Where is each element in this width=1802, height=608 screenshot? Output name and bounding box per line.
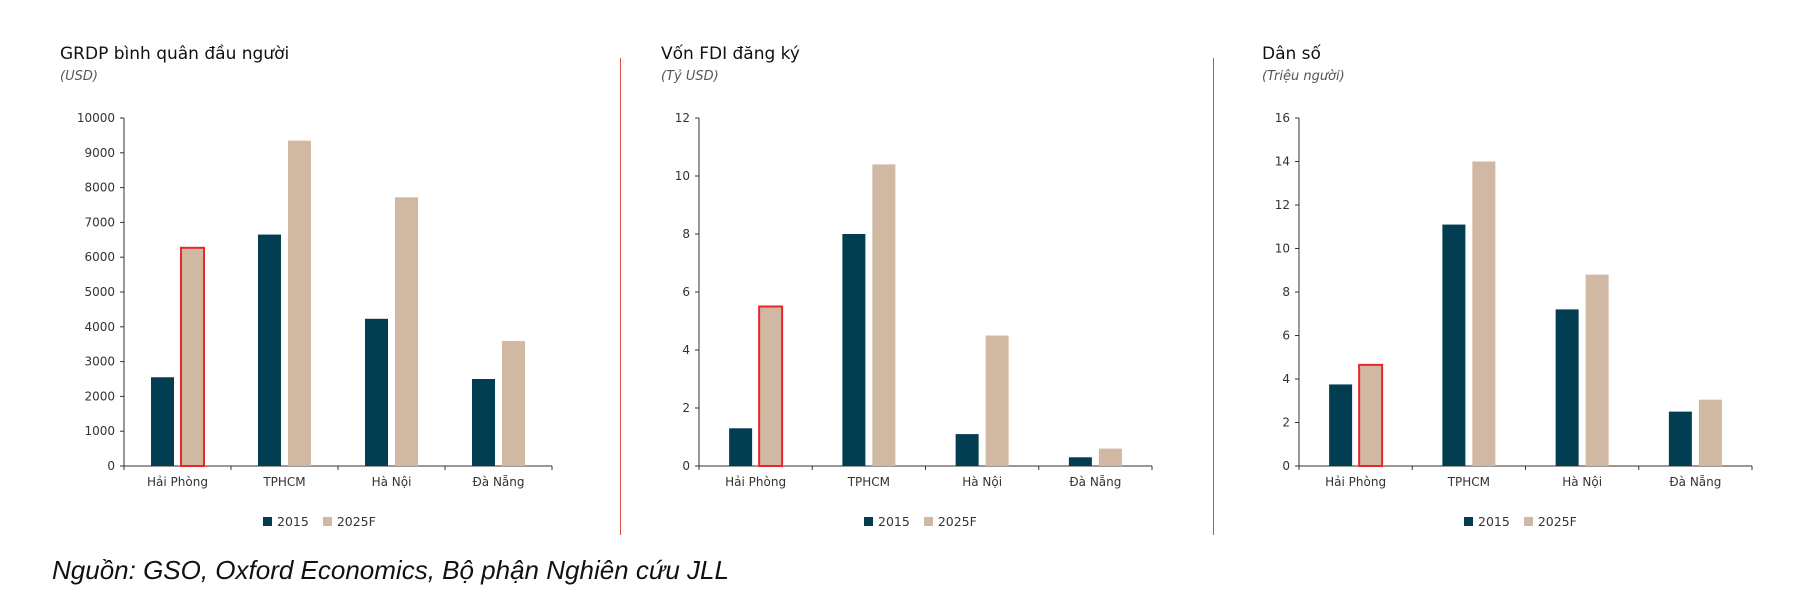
- y-tick-label: 10: [1275, 242, 1290, 256]
- x-category-label: Hải Phòng: [147, 475, 208, 489]
- y-tick-label: 5000: [84, 285, 115, 299]
- bar-2015: [955, 434, 979, 466]
- y-tick-label: 14: [1275, 155, 1290, 169]
- legend-swatch-2015: [864, 517, 873, 526]
- chart-title: Dân số: [1262, 44, 1321, 64]
- chart-panel-grdp: GRDP bình quân đầu người (USD) 0 1000 2000…: [0, 0, 600, 540]
- y-tick-label: 9000: [84, 146, 115, 160]
- chart-panel-population: Dân số (Triệu người) 0 2 4 6 8 10 12 14 16 Hải Ph…: [1200, 0, 1800, 540]
- x-category-label: Hà Nội: [962, 475, 1002, 489]
- bar-2025f: [1358, 363, 1384, 467]
- bar-2025f: [872, 164, 896, 466]
- panel-divider: [1213, 58, 1214, 535]
- source-note: Nguồn: GSO, Oxford Economics, Bộ phận Ng…: [52, 555, 729, 585]
- x-category-label: Đà Nẵng: [1069, 475, 1121, 489]
- bar-2015: [472, 379, 495, 466]
- y-tick-label: 2: [682, 401, 690, 415]
- legend-item-2015: 2015: [263, 514, 309, 529]
- bar-2025f: [395, 197, 418, 466]
- chart-legend: 2015 2025F: [864, 514, 977, 529]
- bar-2015: [1329, 384, 1353, 466]
- y-tick-label: 12: [675, 111, 690, 125]
- legend-swatch-2015: [1464, 517, 1473, 526]
- x-category-label: Hải Phòng: [725, 475, 786, 489]
- legend-item-2015: 2015: [1464, 514, 1510, 529]
- legend-label: 2025F: [1537, 514, 1577, 529]
- legend-label: 2015: [1478, 514, 1510, 529]
- chart-unit: (Tỷ USD): [661, 69, 719, 84]
- y-tick-label: 6000: [84, 250, 115, 264]
- y-tick-label: 7000: [84, 215, 115, 229]
- chart-panel-fdi: Vốn FDI đăng ký (Tỷ USD) 0 2 4 6 8 10 12 Hải Ph…: [600, 0, 1200, 540]
- legend-label: 2025F: [336, 514, 376, 529]
- bar-2015: [365, 318, 388, 466]
- y-tick-label: 16: [1275, 111, 1290, 125]
- bar-2015: [1068, 457, 1092, 466]
- bar-2025f: [180, 246, 205, 467]
- panel-divider: [620, 58, 621, 535]
- bar-2015: [1668, 411, 1692, 466]
- legend-label: 2025F: [937, 514, 977, 529]
- chart-legend: 2015 2025F: [263, 514, 376, 529]
- legend-swatch-2025f: [923, 517, 933, 526]
- x-category-label: Đà Nẵng: [1669, 475, 1721, 489]
- legend-label: 2015: [878, 514, 910, 529]
- y-tick-label: 0: [107, 459, 115, 473]
- x-category-label: TPHCM: [1447, 475, 1490, 489]
- bar-2025f: [288, 140, 311, 466]
- chart-title: GRDP bình quân đầu người: [60, 44, 290, 64]
- x-category-label: Hà Nội: [1562, 475, 1602, 489]
- x-category-label: TPHCM: [847, 475, 890, 489]
- chart-population: 0 2 4 6 8 10 12 14 16 Hải Phòng TPHCM Hà Nội Đà Nẵng: [1275, 111, 1753, 489]
- y-tick-label: 10: [675, 169, 690, 183]
- y-tick-label: 4: [682, 343, 690, 357]
- chart-grdp: 0 1000 2000 3000 4000 5000 6000 7000 8000 9000 100…: [77, 111, 553, 489]
- legend-item-2025f: 2025F: [322, 514, 376, 529]
- y-tick-label: 1000: [84, 424, 115, 438]
- chart-unit: (USD): [60, 69, 98, 84]
- bar-2025f: [1698, 399, 1722, 466]
- bar-2025f: [985, 335, 1009, 466]
- legend-label: 2015: [277, 514, 309, 529]
- y-tick-label: 6: [682, 285, 690, 299]
- y-tick-label: 12: [1275, 198, 1290, 212]
- bar-2015: [258, 234, 281, 466]
- bar-2025f: [1472, 161, 1496, 466]
- x-category-label: Hải Phòng: [1325, 475, 1386, 489]
- legend-item-2025f: 2025F: [1523, 514, 1577, 529]
- y-tick-label: 4: [1282, 372, 1290, 386]
- y-tick-label: 3000: [84, 355, 115, 369]
- bar-2015: [151, 377, 174, 466]
- y-tick-label: 6: [1282, 329, 1290, 343]
- bar-2025f: [1098, 448, 1122, 466]
- y-tick-label: 4000: [84, 320, 115, 334]
- x-category-label: Đà Nẵng: [472, 475, 524, 489]
- chart-legend: 2015 2025F: [1464, 514, 1577, 529]
- y-tick-label: 0: [682, 459, 690, 473]
- legend-item-2025f: 2025F: [923, 514, 977, 529]
- legend-item-2015: 2015: [864, 514, 910, 529]
- y-tick-label: 2000: [84, 389, 115, 403]
- legend-swatch-2025f: [322, 517, 332, 526]
- chart-title: Vốn FDI đăng ký: [661, 44, 800, 64]
- x-category-label: TPHCM: [262, 475, 305, 489]
- x-category-label: Hà Nội: [372, 475, 412, 489]
- y-tick-label: 2: [1282, 416, 1290, 430]
- legend-swatch-2025f: [1523, 517, 1533, 526]
- bar-2025f: [1585, 274, 1609, 466]
- chart-unit: (Triệu người): [1262, 69, 1345, 84]
- bar-2025f: [758, 305, 784, 467]
- bar-2015: [842, 234, 866, 466]
- y-tick-label: 8: [1282, 285, 1290, 299]
- y-tick-label: 0: [1282, 459, 1290, 473]
- legend-swatch-2015: [263, 517, 272, 526]
- bar-2015: [729, 428, 753, 466]
- bar-2015: [1442, 224, 1466, 466]
- y-tick-label: 8: [682, 227, 690, 241]
- y-tick-label: 10000: [77, 111, 115, 125]
- bar-2015: [1555, 309, 1579, 466]
- y-tick-label: 8000: [84, 181, 115, 195]
- bar-2025f: [502, 341, 525, 466]
- chart-fdi: 0 2 4 6 8 10 12 Hải Phòng TPHCM Hà Nội Đà Nẵng: [675, 111, 1153, 489]
